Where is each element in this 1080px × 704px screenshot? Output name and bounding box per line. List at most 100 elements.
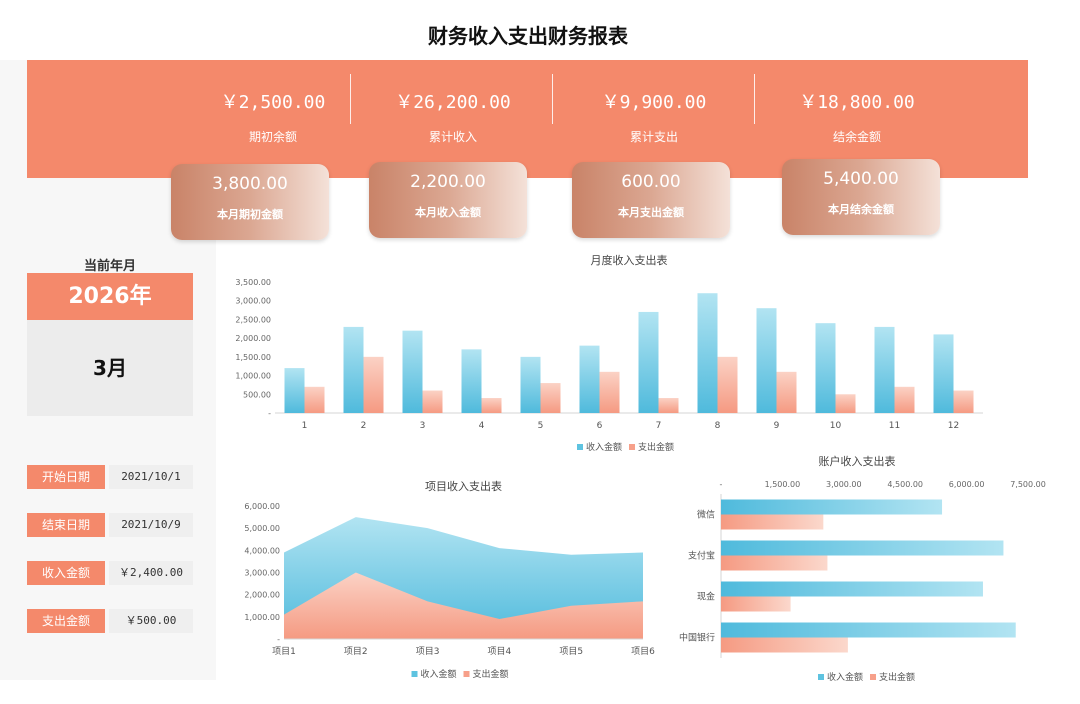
current-month: 3月 [27,320,193,416]
x-tick-label: 3,000.00 [826,480,862,489]
x-tick-label: 6 [597,421,603,431]
expense-bar [835,394,856,413]
summary-opening-balance: ￥2,500.00 期初余额 [173,74,373,146]
income-bar [638,311,659,413]
current-year: 2026年 [27,273,193,320]
info-expense-amount: 支出金额 ￥500.00 [27,609,193,633]
income-bar [756,308,777,413]
info-value: ￥2,400.00 [109,561,193,585]
y-tick-label: 1,500.00 [235,353,271,362]
x-tick-label: 项目6 [631,646,655,657]
project-area-chart: 项目收入支出表 - 1,000.00 2,000.00 3,000.00 4,000.00… [244,479,655,680]
chart-title: 账户收入支出表 [819,454,896,468]
expense-bar [717,356,738,413]
legend-label: 支出金额 [473,668,509,680]
info-end-date: 结束日期 2021/10/9 [27,513,193,537]
y-tick-label: - [277,635,280,644]
y-tick-label: 2,000.00 [235,334,271,343]
x-tick-label: - [720,480,723,489]
expense-bar [721,514,824,530]
info-value: ￥500.00 [109,609,193,633]
x-tick-label: 10 [830,421,842,431]
divider [552,74,553,124]
x-tick-label: 11 [889,421,900,431]
y-tick-label: 1,000.00 [244,613,280,622]
income-bar [697,293,718,413]
legend-swatch [629,444,635,450]
expense-bar [721,596,791,612]
summary-value: ￥18,800.00 [799,92,915,113]
y-tick-label: 3,000.00 [244,569,280,578]
month-card-label: 本月支出金额 [618,206,684,219]
summary-value: ￥26,200.00 [395,92,511,113]
income-bar [721,499,943,515]
expense-area [284,572,643,639]
x-tick-label: 项目4 [488,646,512,657]
x-tick-label: 1 [302,421,308,431]
x-tick-label: 12 [948,421,959,431]
summary-balance: ￥18,800.00 结余金额 [757,74,957,146]
y-tick-label: 支付宝 [688,550,715,562]
month-card-income: 2,200.00 本月收入金额 [369,162,527,238]
expense-bar [953,390,974,413]
expense-bar [540,383,561,413]
x-tick-label: 7 [656,421,662,431]
y-tick-label: 3,500.00 [235,278,271,287]
income-bar [874,326,895,413]
month-card-balance: 5,400.00 本月结余金额 [782,159,940,235]
income-bar [520,356,541,413]
monthly-bar-chart: 月度收入支出表 - 500.00 1,000.00 1,500.00 2,000.00 2,… [235,253,983,453]
divider [350,74,351,124]
legend-label: 收入金额 [421,668,457,680]
income-bar [815,323,836,413]
legend-label: 收入金额 [827,671,863,683]
legend-swatch [577,444,583,450]
month-card-label: 本月结余金额 [828,203,894,216]
income-bar [721,622,1016,638]
x-tick-label: 9 [774,421,780,431]
account-bar-chart: 账户收入支出表 - 1,500.00 3,000.00 4,500.00 6,000.00… [679,454,1046,683]
info-key: 收入金额 [27,561,105,585]
month-card-value: 5,400.00 [823,169,899,189]
legend-swatch [870,674,876,680]
summary-value: ￥9,900.00 [601,92,707,113]
income-bar [461,349,482,413]
income-bar [721,540,1004,556]
expense-bar [363,356,384,413]
y-tick-label: 微信 [697,509,715,521]
summary-label: 累计支出 [629,130,678,144]
expense-bar [776,371,797,413]
x-tick-label: 1,500.00 [765,480,801,489]
summary-label: 累计收入 [428,130,477,144]
month-card-opening: 3,800.00 本月期初金额 [171,164,329,240]
page-title: 财务收入支出财务报表 [428,24,628,48]
y-tick-label: 500.00 [243,390,271,399]
x-tick-label: 2 [361,421,367,431]
y-tick-label: 现金 [697,591,715,603]
legend-swatch [463,671,470,677]
income-bar [343,326,364,413]
current-period-label: 当前年月 [83,259,136,274]
y-tick-label: 3,000.00 [235,297,271,306]
x-tick-label: 4,500.00 [887,480,923,489]
info-key: 开始日期 [27,465,105,489]
info-income-amount: 收入金额 ￥2,400.00 [27,561,193,585]
info-key: 支出金额 [27,609,105,633]
income-bar [721,581,983,597]
chart-title: 项目收入支出表 [425,479,502,493]
month-card-label: 本月期初金额 [217,208,283,221]
expense-bar [599,371,620,413]
expense-bar [721,637,848,653]
summary-value: ￥2,500.00 [220,92,326,113]
y-tick-label: 2,500.00 [235,315,271,324]
month-card-expense: 600.00 本月支出金额 [572,162,730,238]
info-value: 2021/10/9 [109,513,193,537]
summary-label: 结余金额 [832,130,881,144]
month-card-label: 本月收入金额 [415,206,481,219]
legend-swatch [411,671,418,677]
expense-bar [481,398,502,413]
month-card-value: 600.00 [621,172,681,192]
expense-bar [422,390,443,413]
month-card-value: 3,800.00 [212,174,288,194]
x-tick-label: 项目5 [559,646,583,657]
